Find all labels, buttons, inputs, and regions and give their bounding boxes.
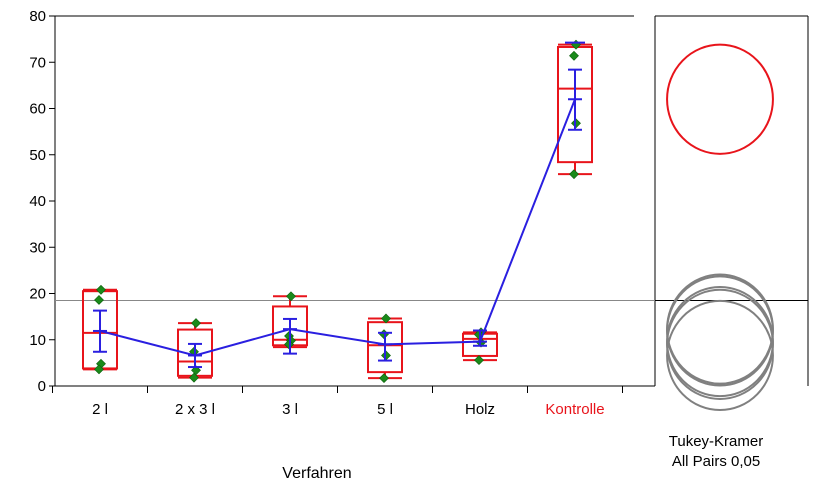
- x-tick-label: Kontrolle: [545, 401, 604, 418]
- comparison-circle: [666, 43, 774, 155]
- y-tick-label: 80: [29, 8, 46, 25]
- data-points: [94, 39, 581, 384]
- comparison-circles: [666, 43, 774, 412]
- y-tick-label: 40: [29, 193, 46, 210]
- y-tick-label: 10: [29, 332, 46, 349]
- comparison-circle: [666, 273, 774, 385]
- data-point: [94, 295, 104, 305]
- data-point: [474, 355, 484, 366]
- data-point: [189, 372, 199, 383]
- y-tick-label: 30: [29, 239, 46, 256]
- box-plots: [82, 43, 593, 380]
- y-tick-label: 70: [29, 54, 46, 71]
- comparison-circle: [666, 288, 774, 400]
- y-tick-label: 50: [29, 147, 46, 164]
- data-point: [381, 313, 391, 324]
- x-tick-label: 3 l: [282, 401, 298, 418]
- comparison-circle: [666, 286, 774, 398]
- y-tick-label: 20: [29, 286, 46, 303]
- x-tick-label: Holz: [465, 401, 495, 418]
- x-tick-label: 2 l: [92, 401, 108, 418]
- comparison-circle: [666, 299, 774, 412]
- comparison-label-line1: Tukey-Kramer: [669, 433, 763, 450]
- means-diamonds: [93, 41, 585, 369]
- data-point: [191, 318, 201, 329]
- data-point: [96, 284, 106, 295]
- y-tick-label: 60: [29, 101, 46, 118]
- comparison-label-line2: All Pairs 0,05: [672, 453, 760, 470]
- x-tick-label: 2 x 3 l: [175, 401, 215, 418]
- y-tick-label: 0: [38, 378, 46, 395]
- x-axis: 2 l 2 x 3 l 3 l 5 l Holz Kontrolle: [52, 386, 623, 418]
- data-point: [94, 364, 104, 375]
- mean-connect-line: [99, 98, 576, 357]
- data-point: [569, 169, 579, 180]
- plot-frame: [54, 15, 809, 387]
- data-point: [379, 373, 389, 384]
- data-point: [569, 50, 579, 61]
- x-tick-label: 5 l: [377, 401, 393, 418]
- data-point: [286, 291, 296, 302]
- y-axis: 0 10 20 30 40 50 60 70 80: [29, 8, 55, 395]
- x-axis-label: Verfahren: [282, 465, 351, 482]
